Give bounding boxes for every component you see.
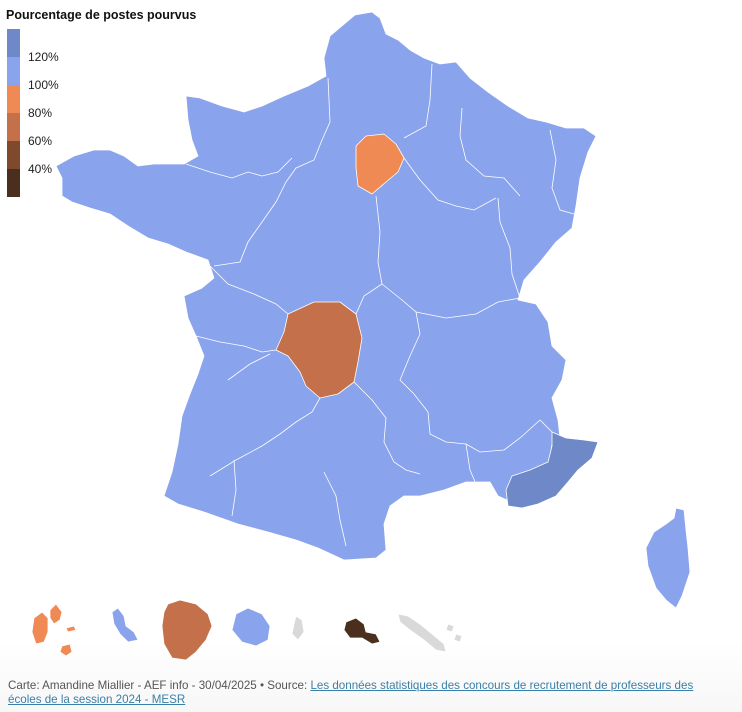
region-mayotte[interactable] <box>291 615 305 641</box>
legend-scale: 120% 100% 80% 60% 40% <box>6 29 66 197</box>
region-mainland[interactable] <box>55 11 597 561</box>
region-nouvelle-caledonie[interactable] <box>397 613 447 653</box>
legend-swatch-40-60[interactable] <box>7 141 20 169</box>
credits-text: Carte: Amandine Miallier - AEF info - 30… <box>8 679 311 692</box>
region-guadeloupe-2[interactable] <box>49 603 63 625</box>
legend-swatch-below-40[interactable] <box>7 169 20 197</box>
region-guyane[interactable] <box>161 599 213 661</box>
legend-swatch-100-120[interactable] <box>7 57 20 85</box>
region-paris[interactable] <box>355 133 405 195</box>
region-guadeloupe[interactable] <box>31 611 49 645</box>
region-nouvelle-caledonie-islands[interactable] <box>445 623 463 643</box>
academy-borders <box>185 63 575 547</box>
region-limoges[interactable] <box>275 301 363 399</box>
map-credits: Carte: Amandine Miallier - AEF info - 30… <box>8 679 728 707</box>
region-guadeloupe-4[interactable] <box>65 625 77 633</box>
legend-tick-100: 100% <box>28 78 59 92</box>
source-link[interactable]: Les données statistiques des concours de… <box>8 679 694 706</box>
region-reunion[interactable] <box>231 607 271 647</box>
legend-tick-80: 80% <box>28 106 53 120</box>
legend: Pourcentage de postes pourvus 120% 100% … <box>6 8 196 197</box>
region-guadeloupe-3[interactable] <box>59 643 73 657</box>
footer-background <box>0 640 742 712</box>
legend-tick-120: 120% <box>28 50 59 64</box>
legend-tick-40: 40% <box>28 162 53 176</box>
legend-tick-60: 60% <box>28 134 53 148</box>
region-nice[interactable] <box>505 431 599 509</box>
region-polynesie[interactable] <box>343 617 381 645</box>
legend-swatch-120-plus[interactable] <box>7 29 20 57</box>
region-corse[interactable] <box>645 507 691 609</box>
region-martinique[interactable] <box>111 607 139 643</box>
legend-title: Pourcentage de postes pourvus <box>6 8 197 22</box>
legend-swatch-80-100[interactable] <box>7 85 20 113</box>
legend-swatch-60-80[interactable] <box>7 113 20 141</box>
